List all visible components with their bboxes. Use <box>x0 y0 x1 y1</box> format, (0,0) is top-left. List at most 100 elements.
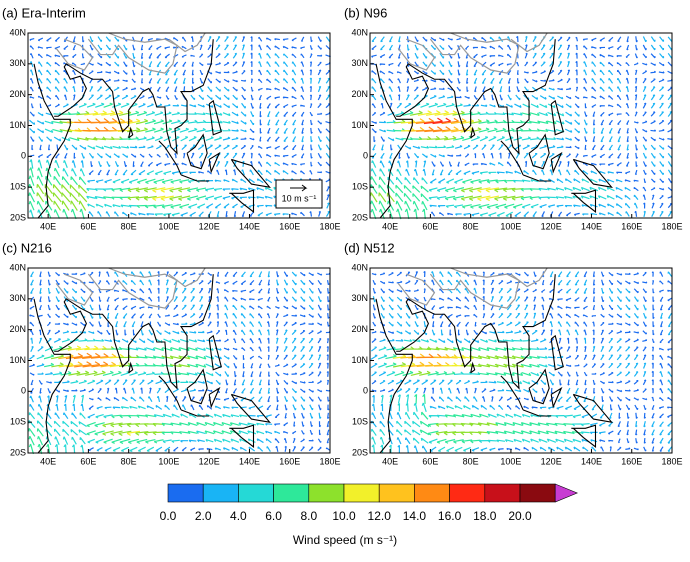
wind-arrow <box>163 170 172 175</box>
wind-arrow <box>473 313 478 318</box>
wind-arrow <box>490 279 495 286</box>
wind-arrow <box>608 144 613 151</box>
wind-arrow <box>497 161 504 167</box>
wind-arrow <box>428 438 438 444</box>
wind-arrow <box>506 63 512 66</box>
wind-arrow <box>86 338 96 342</box>
wind-arrow <box>414 297 419 302</box>
wind-arrow <box>308 380 315 384</box>
wind-arrow <box>436 187 447 192</box>
wind-arrow <box>548 87 555 91</box>
wind-arrow <box>397 61 402 67</box>
wind-arrow <box>438 338 446 344</box>
wind-arrow <box>564 204 572 208</box>
wind-arrow <box>105 44 111 51</box>
wind-arrow <box>130 279 136 286</box>
wind-arrow <box>317 61 322 67</box>
wind-arrow <box>422 70 428 75</box>
wind-arrow <box>589 431 598 435</box>
wind-arrow <box>249 137 255 141</box>
wind-arrow <box>667 153 673 159</box>
wind-arrow <box>284 404 288 411</box>
wind-arrow <box>490 272 495 277</box>
wind-arrow <box>180 136 189 142</box>
wind-arrow <box>574 364 580 367</box>
wind-arrow <box>52 345 63 352</box>
wind-arrow <box>206 380 214 385</box>
wind-arrow <box>406 78 410 84</box>
wind-arrow <box>592 119 596 126</box>
wind-arrow <box>557 169 562 176</box>
wind-arrow <box>37 46 44 49</box>
wind-arrow <box>513 438 522 443</box>
wind-arrow <box>87 438 95 444</box>
wind-arrow <box>437 405 446 410</box>
wind-arrow <box>616 77 622 84</box>
wind-arrow <box>540 379 547 386</box>
wind-arrow <box>283 119 288 126</box>
wind-arrow <box>523 271 529 277</box>
wind-arrow <box>531 152 538 159</box>
wind-arrow <box>642 362 647 369</box>
wind-arrow <box>222 128 231 132</box>
wind-arrow <box>372 144 376 151</box>
wind-arrow <box>659 161 665 167</box>
wind-arrow <box>293 412 297 419</box>
wind-arrow <box>625 53 630 58</box>
wind-arrow <box>520 195 532 201</box>
wind-arrow <box>215 86 221 92</box>
wind-arrow <box>431 169 435 176</box>
wind-arrow <box>173 61 179 67</box>
wind-arrow <box>37 412 44 420</box>
wind-arrow <box>532 288 537 293</box>
wind-arrow <box>224 329 228 336</box>
wind-arrow <box>489 162 496 166</box>
wind-arrow <box>259 136 262 142</box>
wind-arrow <box>447 78 453 84</box>
wind-arrow <box>626 144 629 151</box>
wind-arrow <box>430 298 436 301</box>
y-tick-label: 40N <box>9 27 26 37</box>
wind-arrow <box>325 77 331 84</box>
wind-arrow <box>667 329 673 336</box>
wind-arrow <box>198 448 204 451</box>
relief-contour <box>87 32 178 74</box>
wind-arrow <box>121 446 130 452</box>
wind-arrow <box>617 144 622 151</box>
wind-arrow <box>506 321 513 327</box>
wind-arrow <box>126 430 141 436</box>
wind-arrow <box>223 103 231 109</box>
wind-arrow <box>380 36 385 43</box>
wind-arrow <box>291 37 297 42</box>
wind-arrow <box>505 211 514 217</box>
wind-arrow <box>284 445 287 452</box>
wind-arrow <box>267 288 270 294</box>
wind-arrow <box>54 330 61 335</box>
wind-arrow <box>372 279 376 286</box>
wind-arrow <box>589 203 598 208</box>
wind-arrow <box>371 112 377 116</box>
wind-arrow <box>491 396 494 402</box>
wind-arrow <box>575 379 579 386</box>
wind-arrow <box>249 144 254 150</box>
relief-contour <box>429 267 520 309</box>
wind-arrow <box>591 144 596 151</box>
panel-title: (b) N96 <box>344 5 387 20</box>
wind-arrow <box>413 177 420 185</box>
wind-arrow <box>224 169 228 176</box>
wind-arrow <box>470 347 481 352</box>
wind-arrow <box>591 363 597 369</box>
wind-arrow <box>300 438 305 443</box>
wind-arrow <box>465 387 469 394</box>
wind-arrow <box>291 61 297 67</box>
wind-arrow <box>625 280 631 285</box>
wind-arrow <box>555 196 565 200</box>
wind-arrow <box>497 330 505 334</box>
x-tick-label: 80E <box>463 456 479 466</box>
wind-arrow <box>410 370 423 376</box>
wind-arrow <box>642 111 647 117</box>
wind-arrow <box>139 313 145 319</box>
wind-arrow <box>557 44 563 51</box>
wind-arrow <box>453 414 464 418</box>
wind-arrow <box>145 127 156 133</box>
